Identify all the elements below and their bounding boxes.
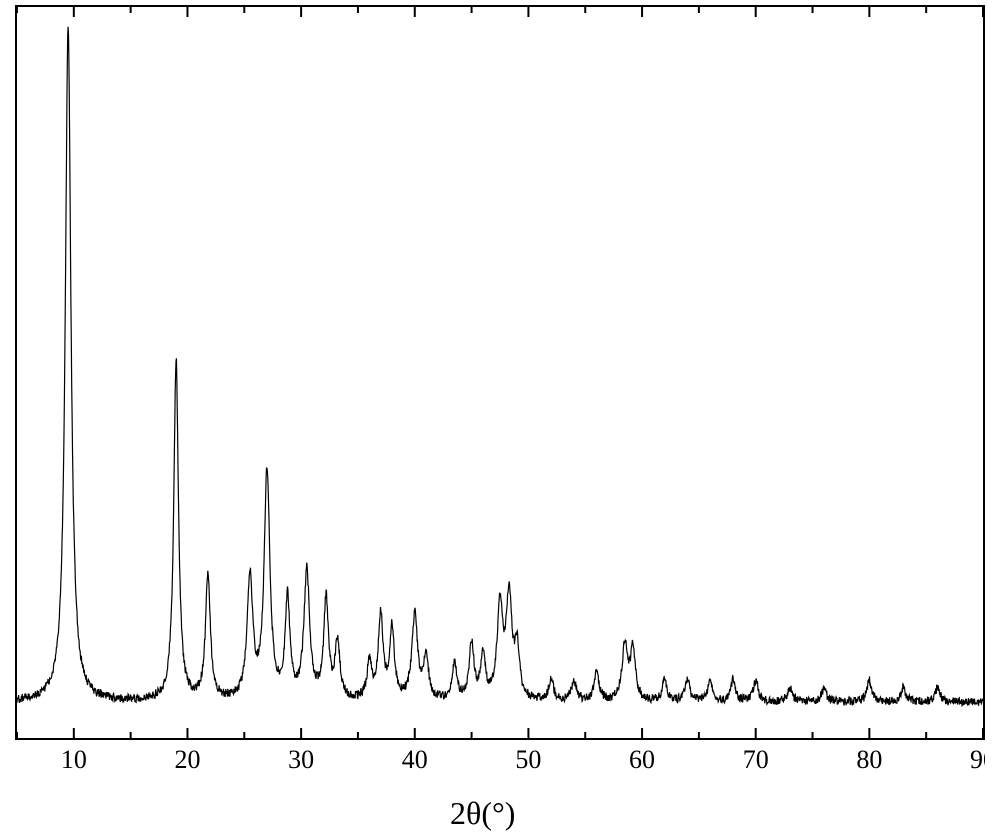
x-axis-label: 2θ(°) [450,795,515,832]
xrd-svg [17,7,983,738]
plot-border [15,5,985,740]
x-tick-label: 70 [743,745,769,774]
x-tick-label: 80 [856,745,882,774]
xrd-chart: 102030405060708090 2θ(°) [15,5,985,765]
x-tick-label: 50 [515,745,541,774]
x-axis-svg: 10 20 30 40 50 60 70 80 90 [15,740,985,790]
x-tick-label: 90 [970,745,985,774]
x-tick-label: 60 [629,745,655,774]
xrd-line [17,27,983,706]
x-tick-label: 30 [288,745,314,774]
x-tick-label: 40 [402,745,428,774]
x-tick-label: 10 [61,745,87,774]
x-tick-label: 20 [174,745,200,774]
